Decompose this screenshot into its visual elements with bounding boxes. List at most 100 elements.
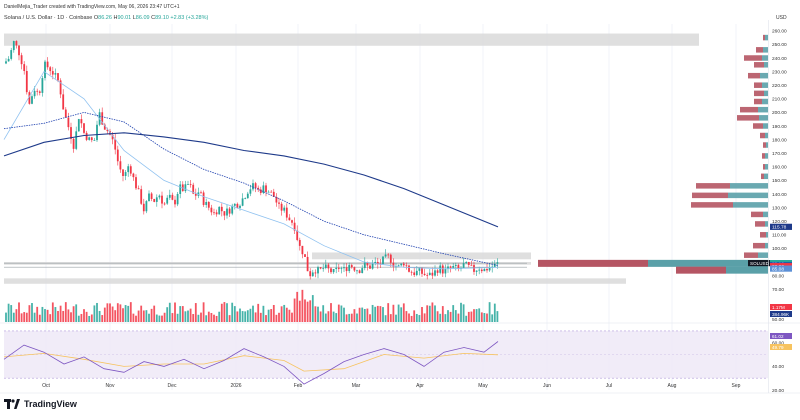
candle-body xyxy=(38,91,41,93)
candle-body xyxy=(189,184,192,185)
volume-bar xyxy=(418,315,421,322)
volume-bar xyxy=(64,302,67,322)
volume-profile-bar-up xyxy=(758,106,768,113)
time-axis-tick: Aug xyxy=(668,383,677,389)
volume-bar xyxy=(491,314,494,322)
candle-body xyxy=(75,131,78,149)
low-label: L xyxy=(132,15,136,21)
volume-profile-bar-up xyxy=(763,211,768,218)
volume-bar xyxy=(25,312,28,322)
volume-bar xyxy=(80,313,83,322)
candle-body xyxy=(324,264,327,269)
price-axis-tick: 110.00 xyxy=(772,233,787,239)
candle-body xyxy=(236,203,239,208)
price-axis-tick: 150.00 xyxy=(772,178,787,184)
volume-bar xyxy=(358,307,361,322)
candle-body xyxy=(402,263,405,266)
volume-bar xyxy=(20,313,23,322)
candle-body xyxy=(366,262,369,266)
candle-body xyxy=(244,198,247,199)
volume-bar xyxy=(194,303,197,322)
candle-body xyxy=(72,138,75,149)
candle-body xyxy=(475,270,478,272)
volume-profile-bar-down xyxy=(538,259,648,267)
volume-bar xyxy=(85,311,88,322)
candle-body xyxy=(493,263,496,267)
volume-bar xyxy=(423,313,426,322)
candle-body xyxy=(332,268,335,273)
price-axis-tick: 210.00 xyxy=(772,97,787,103)
volume-bar xyxy=(293,298,296,322)
price-axis: 260.00 250.00 240.00 230.00 220.00 210.00 200.… xyxy=(772,29,787,293)
volume-bar xyxy=(202,302,205,322)
candle-body xyxy=(480,269,483,272)
volume-bar xyxy=(38,314,41,322)
volume-bar xyxy=(111,306,114,322)
volume-profile-bar-up xyxy=(765,34,768,41)
volume-bar xyxy=(103,307,106,322)
candle-body xyxy=(124,172,127,176)
volume-bar xyxy=(153,305,156,322)
candle-body xyxy=(418,267,421,271)
candle-body xyxy=(410,271,413,273)
open-value: 86.26 xyxy=(98,15,112,21)
volume-axis-tick: 50.00 xyxy=(772,317,784,323)
volume-bar xyxy=(127,305,130,322)
volume-profile-bar-up xyxy=(766,232,768,238)
candle-body xyxy=(36,90,39,92)
tradingview-brand[interactable]: TradingView xyxy=(4,397,77,411)
volume-bar xyxy=(439,313,442,322)
volume-bar xyxy=(275,314,278,322)
candle-body xyxy=(187,184,189,185)
volume-bar xyxy=(467,311,470,322)
candle-body xyxy=(226,208,228,216)
volume-profile-bar-up xyxy=(763,123,768,129)
volume-bar xyxy=(410,315,413,322)
candle-body xyxy=(259,189,262,194)
candle-body xyxy=(57,73,59,81)
volume-profile-bar-down xyxy=(760,232,766,238)
candle-body xyxy=(335,267,338,269)
candle-body xyxy=(168,194,171,198)
candle-body xyxy=(46,61,49,68)
symbol-tag: SOLUSD xyxy=(750,261,770,266)
volume-bar xyxy=(246,310,249,322)
volume-bar xyxy=(460,302,462,322)
volume-bar xyxy=(223,302,226,322)
volume-profile-bar-down xyxy=(753,242,765,249)
volume-bar xyxy=(57,310,59,322)
volume-profile-bar-down xyxy=(751,211,763,218)
volume-bar xyxy=(384,315,387,322)
candle-body xyxy=(496,262,499,264)
rsi-label: 61.02 xyxy=(772,334,784,339)
volume-bar xyxy=(10,305,13,322)
candle-body xyxy=(337,267,340,269)
candle-body xyxy=(33,90,36,97)
volume-bar xyxy=(44,309,46,322)
candle-body xyxy=(103,124,106,130)
candle-body xyxy=(356,270,358,272)
volume-bar xyxy=(327,311,330,322)
volume-profile-bar-up xyxy=(760,72,768,79)
candle-body xyxy=(207,201,210,208)
volume-bar xyxy=(207,311,210,322)
candle-body xyxy=(155,197,158,202)
candle-body xyxy=(428,272,431,276)
volume-bar xyxy=(413,310,416,322)
time-axis-tick: Mar xyxy=(352,383,361,389)
volume-bar xyxy=(389,314,392,322)
candle-body xyxy=(322,268,325,269)
volume-bar xyxy=(402,303,405,322)
volume-bar xyxy=(75,304,78,322)
time-axis-tick: Dec xyxy=(168,383,177,389)
candle-body xyxy=(413,272,416,276)
volume-bar xyxy=(114,310,117,322)
candle-body xyxy=(426,274,429,276)
candle-body xyxy=(293,222,296,231)
volume-profile-bar-up xyxy=(759,115,768,121)
price-axis-tick: 70.00 xyxy=(772,287,784,293)
volume-bars xyxy=(5,289,499,322)
volume-bar xyxy=(98,310,101,322)
